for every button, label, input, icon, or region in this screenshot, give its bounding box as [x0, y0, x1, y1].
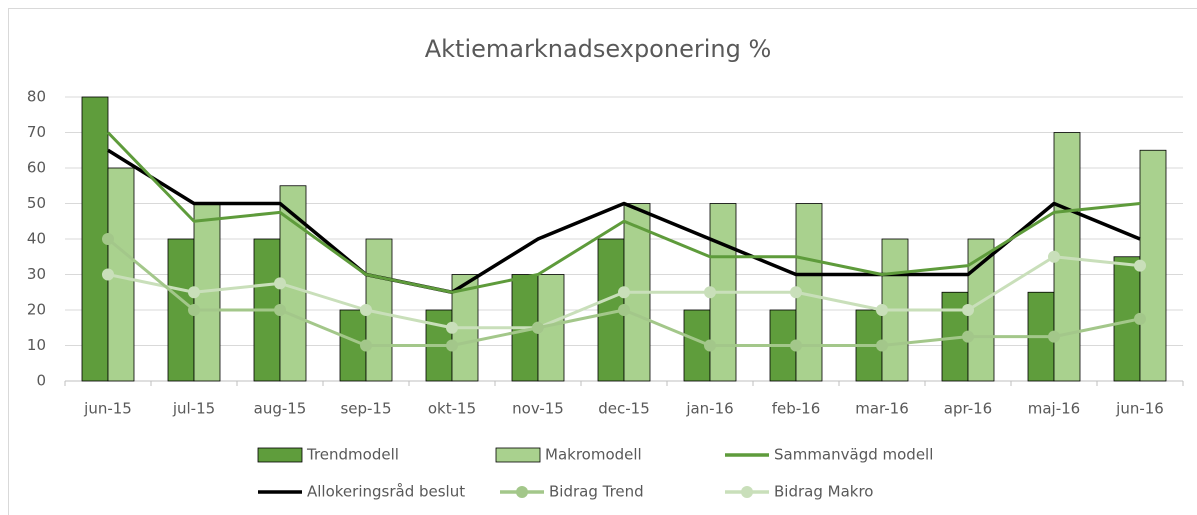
y-tick-label: 0 — [36, 372, 46, 390]
legend-label: Trendmodell — [306, 446, 399, 464]
marker — [876, 304, 888, 316]
marker — [446, 339, 458, 352]
marker — [1048, 250, 1060, 263]
marker — [274, 277, 286, 290]
y-tick-label: 70 — [27, 123, 46, 141]
marker — [446, 321, 458, 334]
x-tick-label: mar-16 — [855, 400, 909, 418]
y-tick-label: 80 — [27, 88, 46, 106]
y-tick-label: 30 — [27, 265, 46, 283]
marker — [962, 304, 974, 316]
x-tick-label: dec-15 — [598, 400, 650, 418]
legend-label: Bidrag Makro — [774, 483, 873, 501]
y-tick-label: 10 — [27, 336, 46, 354]
legend-label: Bidrag Trend — [549, 483, 644, 501]
x-tick-label: feb-16 — [772, 400, 821, 418]
y-tick-label: 60 — [27, 159, 46, 177]
marker — [962, 330, 974, 343]
marker — [618, 304, 630, 316]
legend-label: Makromodell — [545, 446, 642, 464]
marker — [1048, 330, 1060, 343]
x-tick-label: jun-15 — [83, 400, 132, 418]
x-tick-label: apr-16 — [944, 400, 992, 418]
marker — [704, 339, 716, 352]
marker — [1134, 312, 1146, 325]
x-tick-label: jul-15 — [172, 400, 215, 418]
marker — [188, 286, 200, 299]
legend-marker — [741, 486, 753, 498]
y-tick-label: 50 — [27, 194, 46, 212]
marker — [102, 233, 114, 245]
marker — [102, 268, 114, 281]
x-tick-label: jan-16 — [685, 400, 733, 418]
marker — [618, 286, 630, 299]
legend-swatch — [495, 447, 541, 463]
line — [107, 148, 1141, 294]
x-tick-label: maj-16 — [1028, 400, 1080, 418]
marker — [704, 286, 716, 299]
legend-swatch — [257, 447, 303, 463]
legend-label: Sammanvägd modell — [774, 446, 933, 464]
marker — [274, 304, 286, 316]
marker — [188, 304, 200, 316]
x-tick-label: jun-16 — [1115, 400, 1164, 418]
chart-title: Aktiemarknadsexponering % — [425, 35, 772, 63]
line — [106, 131, 1141, 294]
marker — [360, 304, 372, 316]
y-tick-label: 20 — [27, 301, 46, 319]
x-tick-label: sep-15 — [340, 400, 391, 418]
marker — [876, 339, 888, 352]
marker — [790, 286, 802, 299]
marker — [360, 339, 372, 352]
y-tick-label: 40 — [27, 230, 46, 248]
x-tick-label: okt-15 — [428, 400, 476, 418]
marker — [790, 339, 802, 352]
marker — [1134, 259, 1146, 272]
x-tick-label: nov-15 — [512, 400, 564, 418]
marker — [532, 321, 544, 334]
legend-label: Allokeringsråd beslut — [307, 483, 465, 501]
legend-marker — [516, 486, 528, 498]
x-tick-label: aug-15 — [254, 400, 307, 418]
